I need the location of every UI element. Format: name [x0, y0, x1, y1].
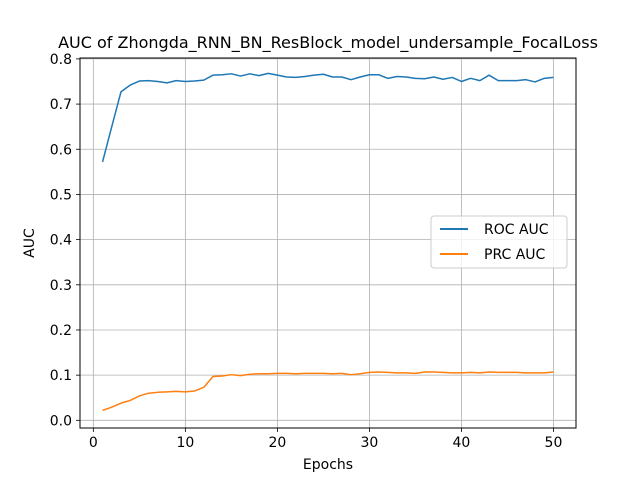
series-lines: [101, 72, 554, 412]
x-tick-label: 0: [89, 435, 98, 451]
x-tick-label: 10: [176, 435, 194, 451]
x-tick-label: 20: [268, 435, 286, 451]
series-line-prc-auc: [102, 371, 554, 412]
y-tick-label: 0.0: [50, 413, 72, 429]
plot-area-frame: [79, 57, 577, 429]
y-tick-label: 0.1: [50, 368, 72, 384]
y-tick-label: 0.2: [50, 323, 72, 339]
x-tick-label: 30: [360, 435, 378, 451]
x-tick-label: 40: [453, 435, 471, 451]
y-tick-label: 0.8: [50, 52, 72, 68]
y-tick-label: 0.3: [50, 278, 72, 294]
y-tick-label: 0.5: [50, 187, 72, 203]
legend-label-roc-auc: ROC AUC: [484, 222, 549, 238]
series-line-roc-auc: [101, 72, 554, 163]
y-tick-label: 0.6: [50, 142, 72, 158]
x-axis-label: Epochs: [303, 457, 353, 473]
axis-ticks: 0 10 20 30 40 50 0.0 0.1 0.2 0.3 0.4 0.5 0.6 0.7 0.8: [50, 52, 563, 451]
chart-title: AUC of Zhongda_RNN_BN_ResBlock_model_und…: [58, 33, 598, 53]
y-tick-label: 0.4: [50, 233, 72, 249]
x-tick-label: 50: [545, 435, 563, 451]
legend-label-prc-auc: PRC AUC: [484, 247, 546, 263]
y-axis-label: AUC: [22, 228, 38, 258]
y-tick-label: 0.7: [50, 97, 72, 113]
legend: ROC AUC PRC AUC: [430, 215, 568, 269]
